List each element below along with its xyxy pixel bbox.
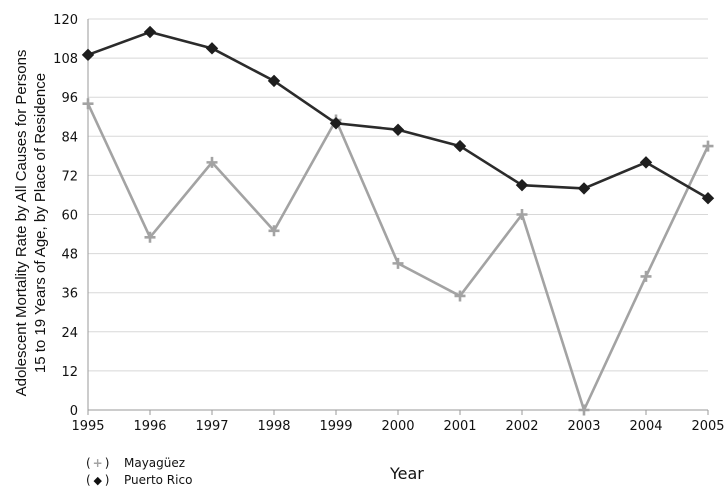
series-line-puerto-rico	[87, 30, 709, 200]
y-tick-label: 72	[61, 169, 78, 184]
data-point-diamond[interactable]	[639, 156, 653, 169]
x-tick-label: 1995	[71, 419, 104, 434]
x-tick-label: 2005	[691, 419, 724, 434]
data-point-diamond[interactable]	[453, 139, 467, 153]
x-tick-label: 2003	[567, 419, 600, 434]
data-point-diamond[interactable]	[577, 182, 591, 195]
y-tick-label: 120	[53, 13, 78, 28]
data-point-plus[interactable]	[640, 270, 652, 282]
data-point-plus[interactable]	[702, 140, 714, 152]
data-point-plus[interactable]	[454, 290, 466, 302]
data-point-diamond[interactable]	[267, 74, 281, 88]
y-axis-ticks: 0 12 24 36 48 60 72 84 96 108 120	[53, 13, 78, 419]
y-tick-label: 84	[61, 130, 78, 145]
data-point-plus[interactable]	[144, 231, 156, 243]
x-tick-label: 1997	[195, 419, 228, 434]
y-tick-label: 60	[61, 209, 78, 224]
x-tick-label: 2004	[629, 419, 662, 434]
data-point-diamond[interactable]	[81, 48, 95, 62]
x-axis-title: Year	[390, 464, 424, 483]
data-point-diamond[interactable]	[515, 178, 529, 192]
y-tick-label: 36	[61, 287, 78, 302]
series-group	[81, 25, 715, 416]
y-tick-label: 48	[61, 248, 78, 263]
data-point-plus[interactable]	[206, 156, 218, 168]
y-tick-label: 96	[61, 91, 78, 106]
x-tick-label: 2002	[505, 419, 538, 434]
y-tick-label: 24	[61, 326, 78, 341]
x-tick-label: 1996	[133, 419, 166, 434]
y-axis-title-line2: 15 to 19 Years of Age, by Place of Resid…	[32, 73, 49, 373]
y-tick-label: 12	[61, 365, 78, 380]
data-point-diamond[interactable]	[205, 42, 219, 55]
legend-item-mayaguez[interactable]: (+) Mayagüez	[86, 455, 192, 472]
x-tick-label: 1998	[257, 419, 290, 434]
data-point-plus[interactable]	[82, 98, 94, 110]
y-tick-label: 0	[70, 404, 78, 419]
grid-lines	[87, 18, 708, 411]
x-tick-label: 2001	[443, 419, 476, 434]
x-axis-ticks: 1995 1996 1997 1998 1999 2000 2001 2002 2003 2004…	[71, 410, 725, 434]
data-point-diamond[interactable]	[143, 25, 157, 39]
diamond-marker-icon: (◆)	[86, 473, 110, 487]
y-tick-label: 108	[53, 52, 78, 67]
data-point-plus[interactable]	[268, 225, 280, 237]
legend-label-puerto-rico: Puerto Rico	[124, 473, 193, 487]
legend-item-puerto-rico[interactable]: (◆) Puerto Rico	[86, 472, 192, 489]
x-tick-label: 2000	[381, 419, 414, 434]
series-line-mayag-ez	[86, 103, 710, 412]
data-point-diamond[interactable]	[329, 117, 343, 130]
legend: (+) Mayagüez (◆) Puerto Rico	[86, 455, 192, 489]
legend-label-mayaguez: Mayagüez	[124, 456, 186, 470]
data-point-plus[interactable]	[392, 257, 404, 269]
data-point-plus[interactable]	[516, 209, 528, 220]
data-point-diamond[interactable]	[391, 123, 405, 136]
y-axis-title-line1: Adolescent Mortality Rate by All Causes …	[13, 50, 30, 397]
data-point-diamond[interactable]	[701, 192, 715, 205]
data-point-plus[interactable]	[578, 404, 590, 416]
plus-marker-icon: (+)	[86, 456, 110, 470]
x-tick-label: 1999	[319, 419, 352, 434]
